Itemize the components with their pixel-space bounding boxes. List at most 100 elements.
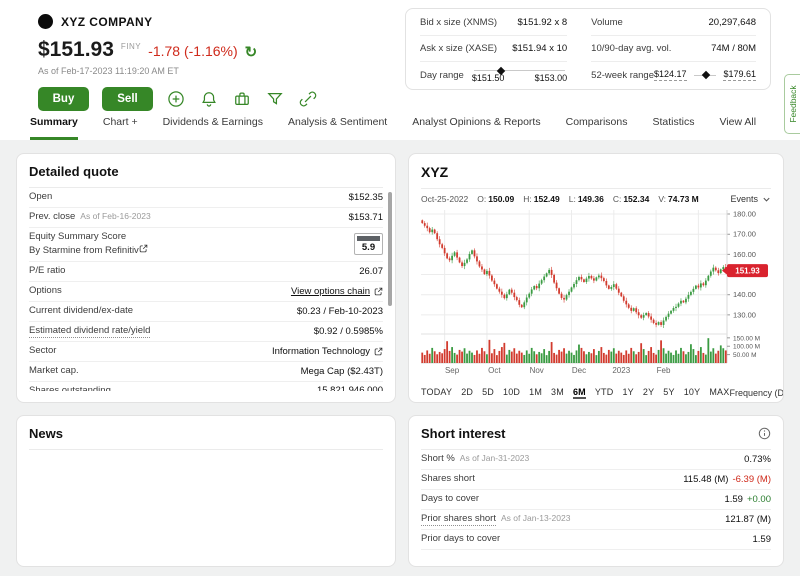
row-label[interactable]: Estimated dividend rate/yield bbox=[29, 325, 151, 339]
readout-o: O: 150.09 bbox=[477, 194, 515, 204]
events-label: Events bbox=[730, 194, 758, 204]
short-interest-title: Short interest bbox=[421, 426, 506, 441]
as-of-label: As of Jan-31-2023 bbox=[459, 453, 530, 464]
range-1m[interactable]: 1M bbox=[529, 387, 543, 397]
tab-chart[interactable]: Chart + bbox=[102, 116, 138, 128]
provider-link[interactable]: By Starmine from Refinitiv bbox=[29, 245, 139, 257]
briefcase-icon bbox=[235, 92, 249, 106]
delta-value: +0.00 bbox=[746, 494, 771, 505]
readout-l: L: 149.36 bbox=[568, 194, 604, 204]
last-price: $151.93 bbox=[38, 38, 114, 61]
equity-summary-score-gauge: 5.9 bbox=[354, 233, 383, 256]
info-icon[interactable] bbox=[758, 427, 771, 440]
stat-label: Volume bbox=[591, 17, 623, 28]
stat-label: 10/90-day avg. vol. bbox=[591, 43, 672, 54]
add-to-watchlist-button[interactable] bbox=[166, 89, 186, 109]
price-tick-label: 160.00 bbox=[733, 250, 756, 259]
row-value: $0.92 / 0.5985% bbox=[313, 325, 383, 337]
range-10d[interactable]: 10D bbox=[503, 387, 521, 397]
sell-button[interactable]: Sell bbox=[102, 87, 153, 111]
plus-circle-icon bbox=[168, 91, 184, 107]
range-today[interactable]: TODAY bbox=[421, 387, 453, 397]
score-bar bbox=[357, 236, 380, 242]
refresh-icon[interactable]: ↻ bbox=[244, 44, 258, 61]
score-value: 5.9 bbox=[361, 242, 376, 254]
row-label: P/E ratio bbox=[29, 265, 66, 277]
stat-row-10-90-day-avg-vol: 10/90-day avg. vol. 74M / 80M bbox=[591, 36, 756, 62]
news-card: News bbox=[16, 415, 396, 567]
range-3m[interactable]: 3M bbox=[551, 387, 564, 397]
events-dropdown[interactable]: Events bbox=[730, 194, 771, 204]
options-chain-link[interactable]: View options chain bbox=[290, 285, 370, 297]
tab-analyst-opinions-reports[interactable]: Analyst Opinions & Reports bbox=[412, 116, 541, 128]
range-1y[interactable]: 1Y bbox=[622, 387, 634, 397]
range-2y[interactable]: 2Y bbox=[642, 387, 655, 397]
range-max[interactable]: $179.61 bbox=[723, 69, 756, 81]
volume-tick-label: 50.00 M bbox=[733, 352, 757, 359]
alerts-button[interactable] bbox=[199, 89, 219, 109]
row-value: Mega Cap ($2.43T) bbox=[300, 365, 383, 377]
tab-view-all[interactable]: View All bbox=[719, 116, 757, 128]
range-6m[interactable]: 6M bbox=[572, 387, 586, 399]
quote-row-prev-close: Prev. close As of Feb-16-2023 $153.71 bbox=[29, 208, 383, 228]
share-link-button[interactable] bbox=[298, 89, 318, 109]
readout-values: O: 150.09 H: 152.49 L: 149.36 C: 152.34 V: 74.73 … bbox=[477, 194, 708, 204]
month-axis-label: Nov bbox=[530, 366, 544, 375]
month-axis-label: 2023 bbox=[612, 366, 630, 375]
range-ytd[interactable]: YTD bbox=[594, 387, 614, 397]
row-value: $153.71 bbox=[348, 212, 383, 223]
month-axis-label: Oct bbox=[488, 366, 501, 375]
price-row: $151.93 FINY -1.78 (-1.16%) ↻ bbox=[38, 38, 784, 62]
price-chart[interactable]: 180.00170.00160.00150.00140.00130.00150.… bbox=[421, 207, 771, 384]
quote-row-shares-short: Shares short 115.48 (M) -6.39 (M) bbox=[421, 470, 771, 490]
external-link-icon bbox=[374, 287, 383, 295]
portfolio-button[interactable] bbox=[232, 89, 252, 109]
buy-button[interactable]: Buy bbox=[38, 87, 89, 111]
month-axis-label: Sep bbox=[445, 366, 460, 375]
chart-symbol-title: XYZ bbox=[421, 164, 771, 189]
tab-comparisons[interactable]: Comparisons bbox=[565, 116, 628, 128]
company-name: XYZ COMPANY bbox=[61, 14, 153, 29]
row-label: Options bbox=[29, 285, 62, 297]
quote-stats-col-1: Bid x size (XNMS) $151.92 x 8 Ask x size (… bbox=[420, 10, 568, 88]
quote-row-p-e-ratio: P/E ratio 26.07 bbox=[29, 262, 383, 282]
sector-link[interactable]: Information Technology bbox=[271, 345, 370, 357]
range-max[interactable]: MAX bbox=[709, 387, 730, 397]
row-value: 1.59 bbox=[752, 534, 772, 545]
range-5y[interactable]: 5Y bbox=[663, 387, 675, 397]
chart-card: XYZ Oct-25-2022 O: 150.09 H: 152.49 L: 149.36… bbox=[408, 153, 784, 403]
stat-row-bid-x-size-xnms: Bid x size (XNMS) $151.92 x 8 bbox=[420, 10, 568, 36]
readout-date: Oct-25-2022 bbox=[421, 194, 469, 204]
news-title: News bbox=[29, 426, 383, 450]
quote-row-estimated-dividend-rate-yield: Estimated dividend rate/yield $0.92 / 0.5… bbox=[29, 322, 383, 342]
range-5d[interactable]: 5D bbox=[482, 387, 494, 397]
range-buttons: TODAY 2D 5D 10D 1M 3M 6M YTD 1Y 2Y 5Y 10Y MAX bbox=[421, 387, 729, 399]
readout-c: C: 152.34 bbox=[612, 194, 650, 204]
row-label[interactable]: Prior shares short bbox=[421, 513, 496, 527]
summary-content: Detailed quote Open $152.35 Prev. close As … bbox=[0, 140, 800, 576]
tab-analysis-sentiment[interactable]: Analysis & Sentiment bbox=[287, 116, 388, 128]
screener-button[interactable] bbox=[265, 89, 285, 109]
exchange-code: FINY bbox=[120, 42, 142, 51]
as-of-timestamp: As of Feb-17-2023 11:19:20 AM ET bbox=[38, 66, 179, 76]
stat-label: 52-week range bbox=[591, 69, 655, 81]
row-label: Sector bbox=[29, 345, 57, 357]
range-track bbox=[473, 66, 566, 75]
as-of-label: As of Jan-13-2023 bbox=[500, 513, 571, 524]
row-value: 115.48 (M) bbox=[683, 474, 729, 485]
price-tick-label: 130.00 bbox=[733, 310, 756, 319]
feedback-button[interactable]: Feedback bbox=[784, 74, 800, 134]
tab-dividends-earnings[interactable]: Dividends & Earnings bbox=[162, 116, 263, 128]
tab-summary[interactable]: Summary bbox=[30, 116, 78, 140]
frequency-dropdown[interactable]: Frequency (Daily) bbox=[729, 388, 783, 398]
range-2d[interactable]: 2D bbox=[461, 387, 474, 397]
row-value: 1.59 bbox=[724, 494, 743, 505]
quote-row-sector: Sector Information Technology bbox=[29, 342, 383, 362]
range-10y[interactable]: 10Y bbox=[683, 387, 701, 397]
volume-bars bbox=[421, 338, 727, 363]
stat-value: 74M / 80M bbox=[711, 43, 756, 54]
tab-statistics[interactable]: Statistics bbox=[652, 116, 695, 128]
row-label: Open bbox=[29, 191, 53, 203]
card-scrollbar[interactable] bbox=[388, 192, 392, 306]
range-min[interactable]: $124.17 bbox=[654, 69, 687, 81]
